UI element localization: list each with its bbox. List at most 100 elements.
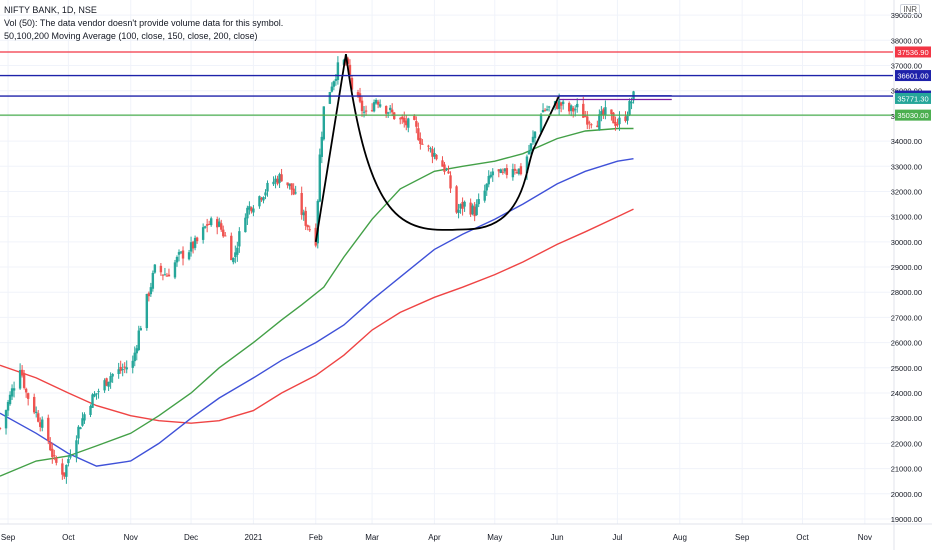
moving-average-indicator-label[interactable]: 50,100,200 Moving Average (100, close, 1…	[4, 31, 258, 41]
candle-body	[258, 196, 261, 207]
candle-body	[525, 156, 529, 174]
candle-body	[364, 110, 368, 112]
y-tick-label: 20000.00	[891, 490, 922, 499]
candle-body	[485, 183, 488, 191]
candle-body	[274, 178, 277, 183]
candle-body	[26, 393, 30, 399]
candle-body	[294, 192, 297, 194]
candle-body	[475, 204, 478, 215]
candle-body	[388, 107, 392, 111]
candle-body	[557, 100, 561, 109]
candle-body	[511, 169, 515, 178]
candle-body	[109, 376, 112, 383]
candle-body	[473, 206, 476, 217]
pattern-right-leg	[534, 95, 560, 147]
candle-body	[431, 149, 434, 157]
candle-body	[306, 225, 309, 228]
y-tick-label: 38000.00	[891, 36, 922, 45]
candle-body	[483, 190, 486, 201]
candle-body	[153, 264, 157, 273]
candle-body	[372, 102, 376, 112]
y-tick-label: 21000.00	[891, 465, 922, 474]
candle-body	[149, 287, 153, 295]
candle-body	[216, 219, 219, 228]
candle-body	[417, 128, 420, 140]
candle-body	[264, 192, 267, 196]
candle-body	[209, 218, 213, 226]
candle-body	[489, 174, 492, 178]
candle-body	[384, 106, 388, 114]
candle-body	[415, 121, 418, 127]
x-tick-label: Apr	[428, 533, 441, 542]
candle-body	[374, 100, 378, 104]
candle-body	[266, 182, 269, 192]
candle-body	[117, 369, 120, 375]
candle-body	[220, 223, 223, 230]
x-tick-label: Oct	[62, 533, 75, 542]
candle-body	[569, 105, 573, 111]
candle-body	[53, 455, 56, 457]
candle-body	[232, 257, 235, 263]
price-axis[interactable]: 19000.00 20000.00 21000.00 22000.00 23000.00…	[891, 11, 922, 524]
y-tick-label: 25000.00	[891, 364, 922, 373]
candle-body	[187, 252, 191, 260]
price-level-badge	[895, 109, 931, 121]
currency-badge[interactable]: INR	[900, 4, 920, 15]
candle-body	[12, 388, 16, 391]
candle-body	[358, 93, 362, 102]
candle-body	[529, 143, 533, 151]
price-level-badge	[895, 92, 931, 104]
candle-body	[477, 199, 480, 205]
candle-body	[626, 115, 629, 121]
candle-body	[304, 210, 307, 226]
candle-body	[24, 388, 28, 393]
y-tick-label: 33000.00	[891, 162, 922, 171]
volume-indicator-label[interactable]: Vol (50): The data vendor doesn't provid…	[4, 18, 284, 28]
candle-body	[628, 100, 631, 116]
candle-body	[177, 252, 181, 255]
candle-body	[39, 422, 42, 427]
candle-body	[427, 145, 430, 147]
candle-body	[419, 138, 422, 144]
candle-body	[75, 440, 78, 458]
candle-body	[163, 274, 167, 276]
candle-body	[205, 224, 209, 226]
candle-body	[457, 209, 460, 213]
ma100-line	[0, 158, 634, 467]
candle-body	[105, 378, 108, 386]
candle-body	[147, 293, 151, 297]
candle-body	[614, 121, 617, 126]
candle-body	[292, 188, 295, 195]
candle-body	[459, 204, 462, 209]
candle-body	[362, 111, 366, 113]
symbol-title[interactable]: NIFTY BANK, 1D, NSE	[4, 5, 97, 15]
candle-body	[429, 148, 432, 150]
candle-body	[107, 381, 110, 387]
price-levels	[0, 51, 893, 116]
time-axis[interactable]: Sep Oct Nov Dec 2021 Feb Mar Apr May Jun Jul Aug Sep…	[1, 533, 872, 542]
candle-body	[35, 411, 38, 413]
candle-body	[316, 201, 319, 244]
candle-body	[302, 212, 305, 216]
x-tick-label: Aug	[673, 533, 687, 542]
candle-body	[582, 103, 585, 118]
candle-body	[547, 106, 551, 108]
y-tick-label: 27000.00	[891, 313, 922, 322]
candle-body	[449, 175, 452, 189]
candle-body	[630, 101, 633, 104]
candle-body	[610, 109, 613, 114]
candle-body	[6, 401, 10, 411]
price-level-badge	[895, 46, 931, 58]
candle-body	[97, 391, 100, 393]
candle-body	[574, 109, 577, 111]
candle-body	[83, 414, 86, 421]
candle-body	[131, 360, 134, 368]
candle-body	[527, 151, 531, 155]
candle-body	[81, 418, 84, 426]
candle-body	[413, 115, 416, 120]
candle-body	[348, 64, 352, 77]
candle-body	[405, 120, 408, 126]
